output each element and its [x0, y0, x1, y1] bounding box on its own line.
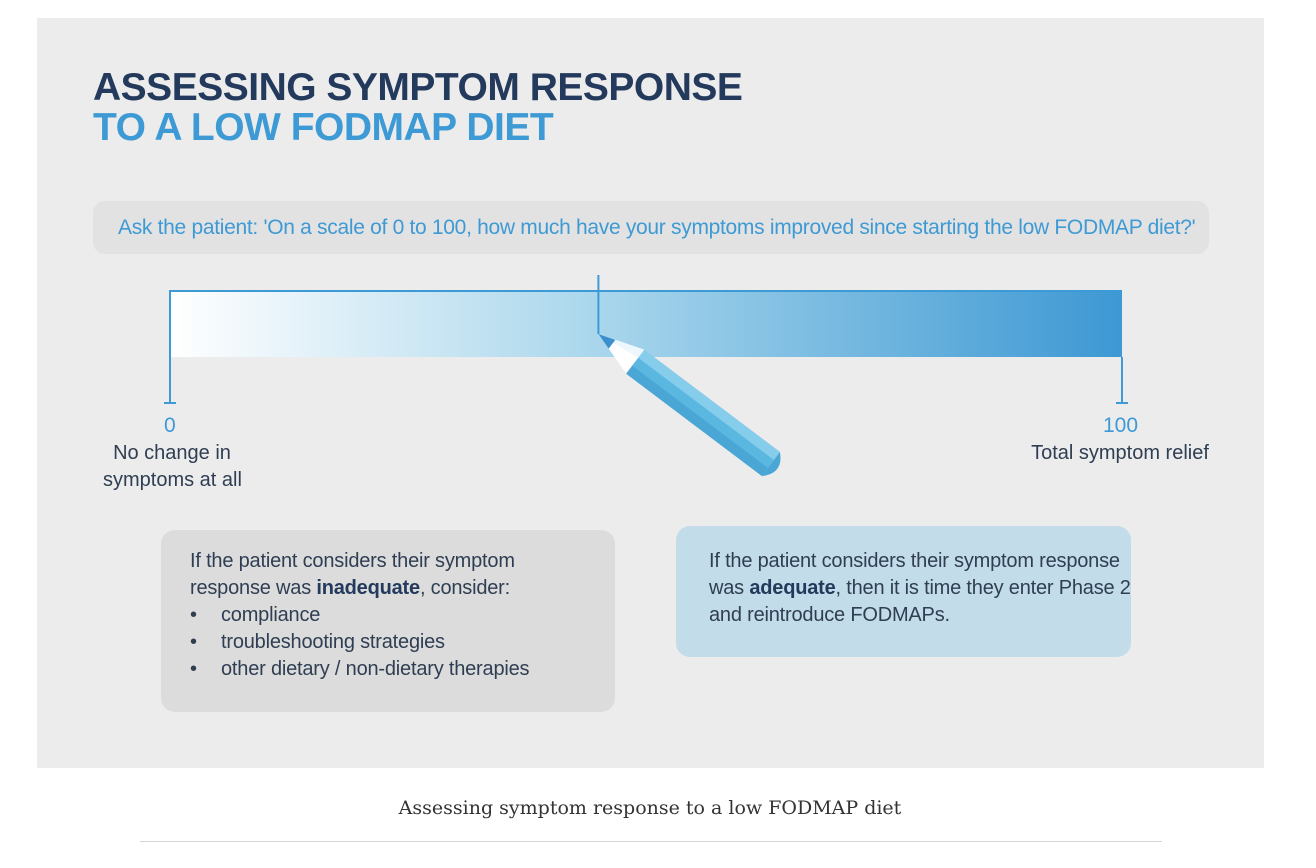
list-item: compliance	[190, 602, 595, 629]
scale-bar	[170, 291, 1122, 357]
infographic-panel: ASSESSING SYMPTOM RESPONSE TO A LOW FODM…	[37, 18, 1264, 768]
question-box: Ask the patient: 'On a scale of 0 to 100…	[93, 201, 1209, 254]
inadequate-response-box: If the patient considers their symptom r…	[161, 530, 615, 712]
list-item: troubleshooting strategies	[190, 629, 595, 656]
list-item: other dietary / non-dietary therapies	[190, 656, 595, 683]
symptom-scale	[164, 275, 1128, 476]
inadequate-keyword: inadequate	[316, 577, 420, 599]
scale-marker	[597, 275, 781, 476]
scale-min-description: No change in symptoms at all	[103, 442, 242, 491]
question-text: Ask the patient: 'On a scale of 0 to 100…	[118, 216, 1196, 239]
title-line-1: ASSESSING SYMPTOM RESPONSE	[93, 66, 743, 109]
scale-max-label: 100	[1103, 414, 1139, 437]
title-line-2: TO A LOW FODMAP DIET	[93, 106, 554, 149]
scale-bar-outline	[169, 290, 1122, 357]
scale-max-description: Total symptom relief	[1031, 442, 1209, 464]
adequate-response-box: If the patient considers their symptom r…	[676, 526, 1131, 657]
considerations-list: compliance troubleshooting strategies ot…	[190, 602, 595, 683]
figure-caption: Assessing symptom response to a low FODM…	[398, 797, 902, 819]
pencil-icon	[598, 334, 781, 476]
inadequate-intro: If the patient considers their symptom r…	[190, 550, 515, 599]
scale-min-label: 0	[164, 414, 176, 437]
adequate-keyword: adequate	[749, 577, 836, 599]
caption-divider	[140, 841, 1162, 842]
